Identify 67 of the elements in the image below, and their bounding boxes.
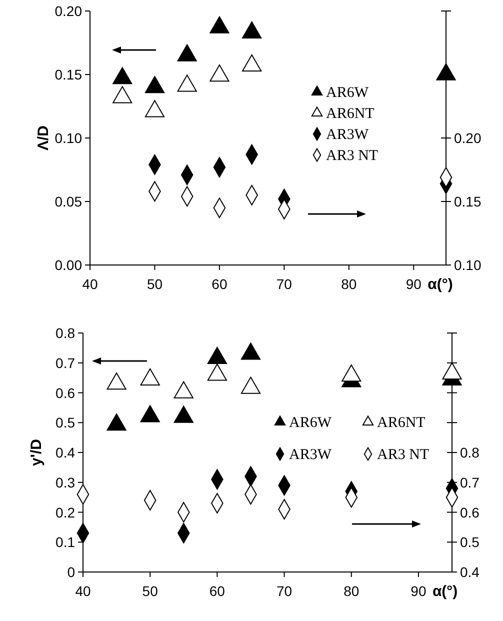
x-tick-label: 80 bbox=[344, 583, 360, 599]
legend-label: AR6NT bbox=[326, 106, 374, 122]
legend-label: AR3 NT bbox=[326, 148, 378, 164]
point bbox=[207, 346, 227, 364]
x-tick-label: 70 bbox=[276, 583, 292, 599]
y2-tick-label: 0.10 bbox=[454, 257, 482, 273]
y-tick-label: 0.05 bbox=[54, 194, 82, 210]
y-axis-title: Λ/D bbox=[35, 125, 52, 151]
point bbox=[210, 16, 230, 34]
y-tick-label: 0.15 bbox=[54, 66, 82, 82]
y2-tick-label: 0.7 bbox=[460, 474, 480, 490]
point bbox=[177, 74, 197, 92]
legend-label: AR3 NT bbox=[377, 447, 430, 463]
point bbox=[144, 100, 165, 118]
point bbox=[442, 362, 462, 380]
y-tick-label: 0.4 bbox=[56, 444, 76, 460]
point bbox=[112, 67, 132, 84]
y-tick-label: 0.2 bbox=[56, 504, 76, 520]
y2-tick-label: 0.4 bbox=[460, 564, 480, 580]
y-tick-label: 0 bbox=[67, 564, 76, 580]
x-tick-label: 40 bbox=[75, 583, 91, 599]
point bbox=[207, 364, 227, 381]
x-axis-title: α(°) bbox=[432, 583, 458, 600]
point bbox=[106, 372, 126, 390]
y-tick-label: 0.20 bbox=[54, 3, 82, 19]
x-tick-label: 90 bbox=[410, 583, 426, 599]
y-tick-label: 0.3 bbox=[56, 474, 76, 490]
x-tick-label: 40 bbox=[82, 276, 98, 292]
point bbox=[140, 405, 160, 422]
y2-tick-label: 0.15 bbox=[454, 194, 482, 210]
x-tick-label: 50 bbox=[142, 583, 158, 599]
legend-label: AR6W bbox=[289, 415, 332, 431]
y2-tick-label: 0.20 bbox=[454, 130, 482, 146]
y-tick-label: 0.00 bbox=[54, 257, 82, 273]
legend-label: AR6W bbox=[326, 85, 370, 101]
x-axis-title: α(°) bbox=[428, 276, 453, 293]
x-tick-label: 90 bbox=[406, 276, 422, 292]
point bbox=[240, 342, 261, 360]
y2-tick-label: 0.6 bbox=[460, 504, 480, 520]
point bbox=[436, 63, 456, 80]
point bbox=[342, 364, 362, 382]
y-tick-label: 0.6 bbox=[56, 384, 76, 401]
x-tick-label: 60 bbox=[209, 583, 226, 599]
legend-label: AR3W bbox=[326, 127, 370, 143]
y2-tick-label: 0.8 bbox=[460, 444, 480, 460]
point bbox=[240, 376, 261, 394]
y-tick-label: 0.8 bbox=[56, 325, 76, 341]
y-tick-label: 0.5 bbox=[56, 414, 76, 431]
y-tick-label: 0.7 bbox=[56, 354, 76, 371]
legend-label: AR6NT bbox=[377, 415, 426, 431]
y2-tick-label: 0.5 bbox=[460, 534, 480, 550]
point bbox=[144, 76, 165, 94]
x-tick-label: 50 bbox=[146, 276, 163, 292]
y-tick-label: 0.1 bbox=[56, 534, 76, 550]
y-tick-label: 0.10 bbox=[54, 130, 82, 146]
x-tick-label: 70 bbox=[276, 276, 292, 292]
point bbox=[210, 64, 230, 82]
point bbox=[106, 413, 126, 431]
point bbox=[174, 381, 194, 398]
point bbox=[242, 21, 262, 38]
point bbox=[177, 44, 197, 62]
point bbox=[174, 406, 194, 423]
x-tick-label: 80 bbox=[341, 276, 357, 292]
legend-label: AR3W bbox=[289, 447, 332, 463]
point bbox=[112, 86, 132, 104]
y-axis-title: y'/D bbox=[28, 438, 45, 466]
x-tick-label: 60 bbox=[212, 276, 228, 292]
